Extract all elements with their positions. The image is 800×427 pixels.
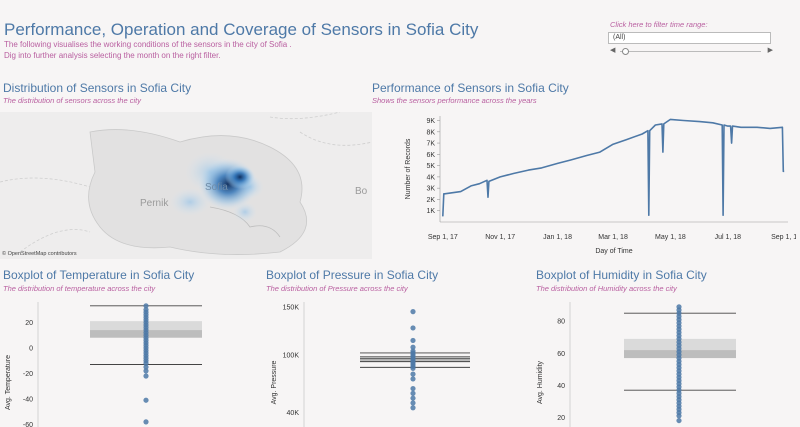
y-tick-label: 0 [29, 345, 33, 352]
y-tick-label: 8K [426, 129, 435, 136]
x-tick-label: Sep 1, 17 [428, 234, 458, 241]
temp-section-subtitle: The distribution of temperature across t… [3, 284, 156, 293]
humidity-boxplot[interactable]: 20 40 60 80 Avg. Humidity [532, 296, 800, 427]
y-tick-label: 100K [283, 352, 300, 359]
map-section-title: Distribution of Sensors in Sofia City [3, 81, 192, 95]
city-label-pernik: Pernik [140, 198, 169, 209]
data-point [676, 417, 682, 424]
data-point [410, 325, 416, 331]
y-tick-label: 150K [283, 304, 300, 311]
data-point [143, 373, 149, 379]
y-tick-label: 20 [25, 320, 33, 327]
data-point [143, 303, 149, 309]
y-axis-title: Number of Records [405, 138, 412, 199]
data-point [410, 400, 416, 406]
slider-handle[interactable] [622, 48, 629, 55]
y-tick-label: 7K [426, 141, 435, 148]
map-graphic [0, 112, 372, 259]
pressure-boxplot[interactable]: 40K 100K 150K Avg. Pressure [266, 296, 532, 427]
line-section-title: Performance of Sensors in Sofia City [372, 81, 569, 95]
y-axis-title: Avg. Temperature [5, 355, 12, 410]
map-section-subtitle: The distribution of sensors across the c… [3, 96, 141, 105]
city-label-right: Bo [355, 186, 368, 197]
y-tick-label: -40 [23, 396, 33, 403]
line-chart[interactable]: 1K 2K 3K 4K 5K 6K 7K 8K 9K Sep 1, 17 Nov 1, 17 Jan … [400, 110, 796, 258]
x-tick-label: Jul 1, 18 [715, 234, 742, 241]
pressure-section-title: Boxplot of Pressure in Sofia City [266, 268, 439, 282]
y-tick-label: 80 [557, 319, 565, 326]
data-point [143, 368, 149, 374]
y-axis-title: Avg. Humidity [537, 360, 544, 404]
map-attribution: © OpenStreetMap contributors [2, 251, 77, 257]
line-section-subtitle: Shows the sensors performance across the… [372, 96, 537, 105]
time-range-slider[interactable]: ◀ ▶ [610, 47, 773, 56]
filter-label: Click here to filter time range: [610, 20, 708, 29]
x-tick-label: Jan 1, 18 [543, 234, 572, 241]
temperature-boxplot[interactable]: -60 -40 -20 0 20 Avg. Temperature [0, 296, 266, 427]
slider-left-arrow-icon[interactable]: ◀ [610, 47, 616, 54]
temp-section-title: Boxplot of Temperature in Sofia City [3, 268, 195, 282]
data-point [410, 390, 416, 396]
y-tick-label: 3K [426, 186, 435, 193]
y-tick-label: 40K [287, 410, 300, 417]
y-tick-label: 6K [426, 152, 435, 159]
data-point [143, 360, 149, 366]
data-point [410, 371, 416, 377]
y-tick-label: 5K [426, 163, 435, 170]
y-tick-label: 1K [426, 208, 435, 215]
page-subtitle-line2: Dig into further analysis selecting the … [4, 51, 221, 60]
y-tick-label: 2K [426, 197, 435, 204]
y-axis-title: Avg. Pressure [271, 360, 278, 404]
x-tick-label: Sep 1, 18 [771, 234, 796, 241]
data-point [410, 376, 416, 382]
data-point [143, 397, 149, 403]
y-tick-label: 20 [557, 415, 565, 422]
city-label-sofia: Sofia [205, 182, 228, 193]
data-point [143, 364, 149, 370]
page-title: Performance, Operation and Coverage of S… [4, 20, 479, 39]
sensor-map[interactable]: Pernik Sofia Bo © OpenStreetMap contribu… [0, 112, 372, 259]
data-point [676, 413, 682, 419]
x-tick-label: May 1, 18 [655, 234, 686, 241]
x-tick-label: Mar 1, 18 [598, 234, 628, 241]
data-point [410, 344, 416, 350]
y-tick-label: 4K [426, 174, 435, 181]
series-line [442, 118, 785, 217]
data-point [410, 385, 416, 392]
y-tick-label: -60 [23, 422, 33, 427]
pressure-section-subtitle: The distribution of Pressure across the … [266, 284, 408, 293]
page-subtitle-line1: The following visualises the working con… [4, 40, 292, 49]
y-tick-label: -20 [23, 371, 33, 378]
x-tick-label: Nov 1, 17 [485, 234, 515, 241]
data-point [410, 395, 416, 401]
humidity-section-title: Boxplot of Humidity in Sofia City [536, 268, 707, 282]
data-point [410, 405, 416, 411]
data-point [410, 337, 416, 344]
slider-track [620, 51, 761, 52]
data-point [410, 365, 416, 371]
y-tick-label: 40 [557, 383, 565, 390]
humidity-section-subtitle: The distribution of Humidity across the … [536, 284, 677, 293]
time-range-select[interactable]: (All) [608, 32, 771, 44]
x-axis-title: Day of Time [595, 248, 632, 255]
y-tick-label: 9K [426, 118, 435, 125]
data-point [410, 309, 416, 315]
y-tick-label: 60 [557, 351, 565, 358]
slider-right-arrow-icon[interactable]: ▶ [767, 47, 773, 54]
data-point [143, 419, 149, 425]
